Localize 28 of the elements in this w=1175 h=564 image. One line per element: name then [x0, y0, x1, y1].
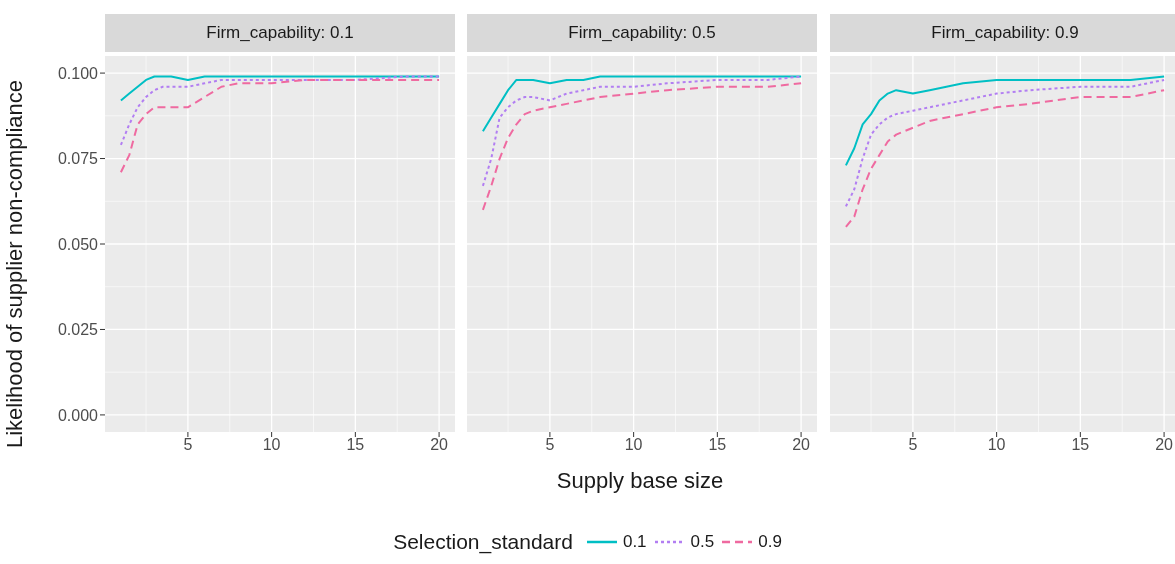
- chart-title: Firm_capability: 0.5: [467, 14, 817, 52]
- x-tick-label: 15: [346, 436, 365, 454]
- y-axis-title: Likelihood of supplier non-compliance: [2, 79, 28, 449]
- chart-title: Firm_capability: 0.9: [830, 14, 1175, 52]
- line-series: [119, 75, 441, 146]
- x-tick-label: 5: [545, 436, 555, 454]
- x-tick-label: 15: [1071, 436, 1090, 454]
- x-tick-label: 10: [624, 436, 643, 454]
- legend-label: 0.9: [758, 532, 782, 552]
- y-tick-label: 0.075: [57, 150, 99, 168]
- x-tick-label: 20: [430, 436, 449, 454]
- x-tick-label: 20: [1155, 436, 1174, 454]
- legend-title: Selection_standard: [393, 530, 573, 554]
- x-tick-label: 10: [262, 436, 281, 454]
- y-tick-label: 0.100: [57, 64, 99, 82]
- x-tick-label: 15: [708, 436, 727, 454]
- chart-title: Firm_capability: 0.1: [105, 14, 455, 52]
- legend-label: 0.1: [622, 532, 647, 552]
- x-axis-title: Supply base size: [555, 468, 725, 494]
- x-tick-label: 20: [792, 436, 811, 454]
- x-tick-label: 10: [987, 436, 1006, 454]
- y-tick-label: 0.000: [57, 406, 99, 424]
- line-series: [119, 78, 441, 174]
- legend-label: 0.5: [690, 532, 715, 552]
- x-tick-label: 5: [908, 436, 918, 454]
- y-tick-label: 0.025: [57, 321, 99, 339]
- x-tick-label: 5: [183, 436, 193, 454]
- y-tick-label: 0.050: [57, 235, 99, 253]
